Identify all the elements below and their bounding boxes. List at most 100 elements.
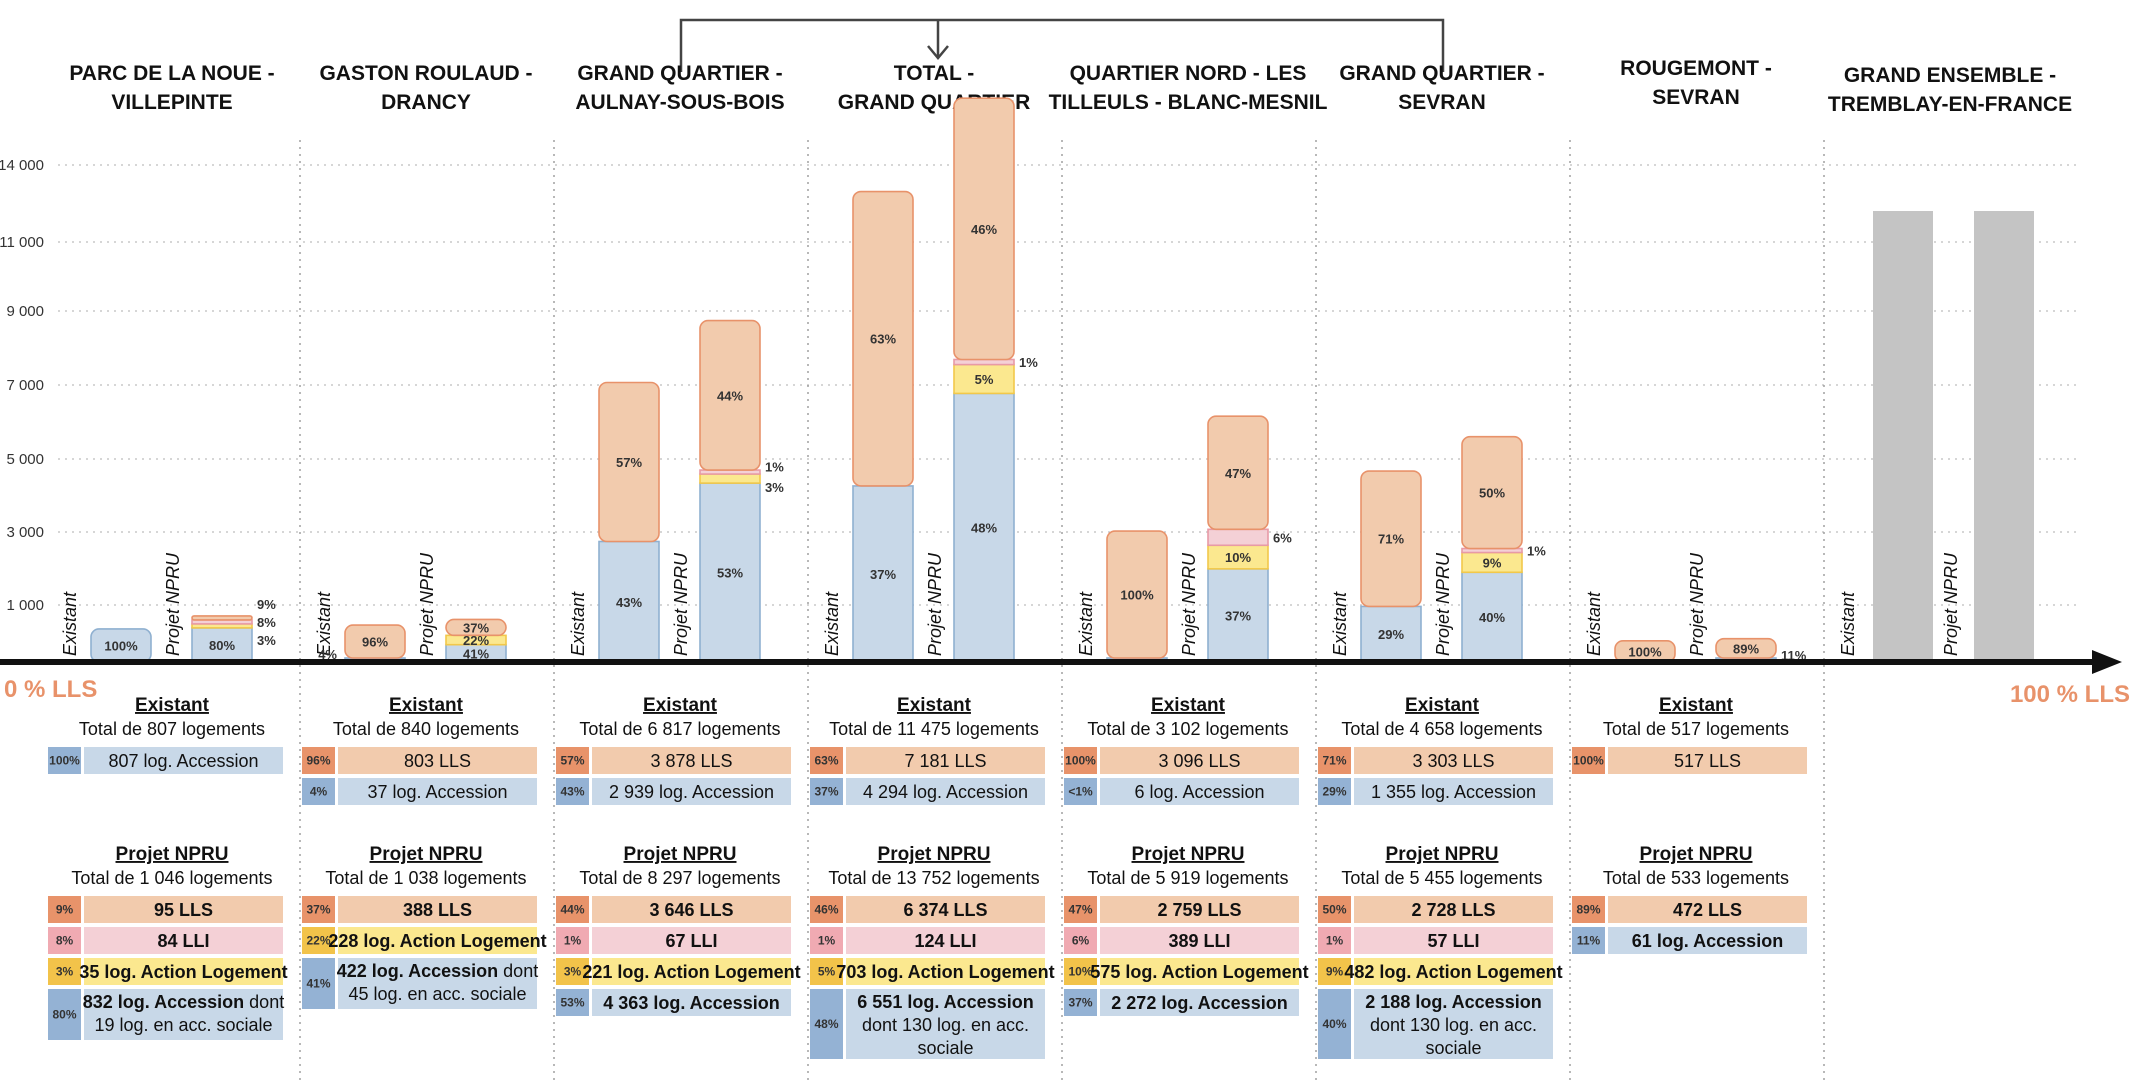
group-title: PARC DE LA NOUE - <box>69 62 274 85</box>
y-tick-label: 1 000 <box>6 597 44 614</box>
pct-cell <box>810 896 843 923</box>
bar-value-label: 47% <box>1225 466 1251 481</box>
section-total: Total de 533 logements <box>1603 868 1789 888</box>
pct-text: 1% <box>818 934 836 948</box>
value-cell <box>1100 747 1299 774</box>
value-text: 228 log. Action Logement <box>328 931 546 951</box>
pct-text: 53% <box>560 996 584 1010</box>
value-cell <box>846 927 1045 954</box>
bar-value-label: 48% <box>971 521 997 536</box>
bar-segment-action-logement <box>953 363 1015 395</box>
bar-segment-accession <box>1461 571 1523 663</box>
group-title: ROUGEMONT - <box>1620 57 1772 80</box>
pct-text: 44% <box>560 903 584 917</box>
tables: Existant Total de 807 logements 100% 807 lo… <box>48 695 1807 1059</box>
value-text: 2 728 LLS <box>1411 900 1495 920</box>
value-text: sociale <box>917 1038 973 1058</box>
value-text: 3 303 LLS <box>1412 751 1494 771</box>
axis-label-left: 0 % LLS <box>4 676 97 703</box>
group-title: AULNAY-SOUS-BOIS <box>575 91 784 114</box>
arrow-right-icon <box>2092 650 2122 674</box>
value-text: sociale <box>1425 1038 1481 1058</box>
value-cell <box>84 927 283 954</box>
value-text: 6 374 LLS <box>903 900 987 920</box>
value-cell <box>846 778 1045 805</box>
pct-cell <box>48 989 81 1040</box>
bar-value-label: 44% <box>717 388 743 403</box>
value-cell <box>1100 778 1299 805</box>
value-cell <box>1354 927 1553 954</box>
pct-text: 37% <box>306 903 330 917</box>
bar-value-label: 63% <box>870 332 896 347</box>
pct-cell <box>1318 989 1351 1059</box>
section-total: Total de 5 919 logements <box>1087 868 1288 888</box>
section-total: Total de 13 752 logements <box>828 868 1039 888</box>
value-text: 807 log. Accession <box>108 751 258 771</box>
section-heading: Projet NPRU <box>370 844 483 865</box>
y-tick-label: 5 000 <box>6 451 44 468</box>
value-text: 832 log. Accession dont <box>83 992 284 1012</box>
pct-text: 6% <box>1072 934 1090 948</box>
group-title: TOTAL - <box>894 62 975 85</box>
section-heading: Projet NPRU <box>1640 844 1753 865</box>
section-total: Total de 3 102 logements <box>1087 719 1288 739</box>
bar-segment-lls <box>445 618 507 637</box>
value-cell <box>1354 778 1553 805</box>
value-text-bold: 422 log. Accession <box>337 961 498 981</box>
value-text: 4 294 log. Accession <box>863 782 1028 802</box>
pct-text: 41% <box>306 977 330 991</box>
bar-value-label: 9% <box>1483 555 1502 570</box>
pct-cell <box>556 927 589 954</box>
group-title: SEVRAN <box>1398 91 1486 114</box>
section-total: Total de 4 658 logements <box>1341 719 1542 739</box>
value-cell <box>592 958 791 985</box>
pct-cell <box>1064 896 1097 923</box>
bar-segment-lls <box>191 615 253 621</box>
pct-cell <box>1318 778 1351 805</box>
projet-bar-label: Projet NPRU <box>1433 552 1453 656</box>
value-text: 57 LLI <box>1427 931 1479 951</box>
section-heading: Existant <box>643 695 718 716</box>
value-text: 575 log. Action Logement <box>1090 962 1308 982</box>
value-cell <box>338 896 537 923</box>
group-title: SEVRAN <box>1652 86 1740 109</box>
pct-text: 43% <box>560 785 584 799</box>
pct-text: 80% <box>52 1008 76 1022</box>
section-total: Total de 11 475 logements <box>829 719 1039 739</box>
projet-bar-label: Projet NPRU <box>163 552 183 656</box>
value-text: 703 log. Action Logement <box>836 962 1054 982</box>
value-text: 2 188 log. Accession <box>1365 992 1541 1012</box>
pct-text: 9% <box>56 903 74 917</box>
pct-text: 100% <box>1065 754 1096 768</box>
bar-value-label: 96% <box>362 635 388 650</box>
bar-value-label: 9% <box>257 597 276 612</box>
pct-text: 100% <box>1573 754 1604 768</box>
section-total: Total de 6 817 logements <box>579 719 780 739</box>
y-tick-label: 9 000 <box>6 303 44 320</box>
value-text: 1 355 log. Accession <box>1371 782 1536 802</box>
group-title: VILLEPINTE <box>111 91 232 114</box>
y-tick-label: 14 000 <box>0 157 44 174</box>
bar-value-label: 100% <box>1120 588 1154 603</box>
bar-value-label: 50% <box>1479 486 1505 501</box>
value-text: 3 878 LLS <box>650 751 732 771</box>
group-title: QUARTIER NORD - LES <box>1070 62 1307 85</box>
existant-bar-label: Existant <box>1584 591 1604 656</box>
bar-value-label: 3% <box>257 633 276 648</box>
projet-bar-label: Projet NPRU <box>1941 552 1961 656</box>
value-cell <box>592 896 791 923</box>
pct-cell <box>48 958 81 985</box>
bar-value-label: 5% <box>975 372 994 387</box>
value-cell <box>338 778 537 805</box>
value-text-bold: 6 551 log. Accession <box>857 992 1033 1012</box>
pct-text: 11% <box>1577 934 1601 948</box>
value-text: 19 log. en acc. sociale <box>94 1015 272 1035</box>
value-cell <box>846 747 1045 774</box>
pct-cell <box>48 927 81 954</box>
value-text: 472 LLS <box>1673 900 1742 920</box>
arrow-down-icon <box>927 45 949 60</box>
value-cell <box>1354 989 1553 1059</box>
section-heading: Projet NPRU <box>1386 844 1499 865</box>
pct-text: 57% <box>560 754 584 768</box>
